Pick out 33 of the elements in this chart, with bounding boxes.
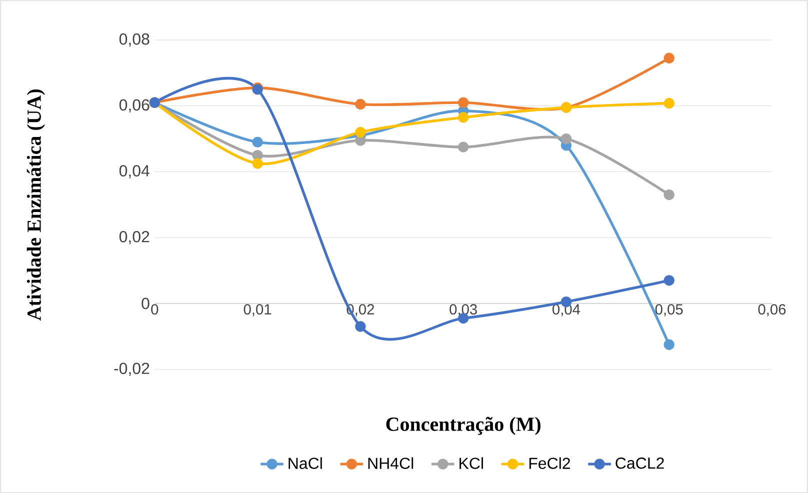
point <box>355 126 366 138</box>
point <box>355 98 366 110</box>
legend-label: NaCl <box>288 457 322 469</box>
point <box>664 339 674 350</box>
point <box>664 52 674 64</box>
point <box>664 189 674 200</box>
point <box>458 97 469 108</box>
x-tick-label: 0,03 <box>450 304 477 316</box>
y-tick-label: 0,02 <box>119 230 150 244</box>
point <box>458 112 469 123</box>
x-tick-label: 0,06 <box>758 304 786 316</box>
x-axis-title: Concentração (M) <box>386 416 540 435</box>
y-tick-label: 0,08 <box>119 33 150 46</box>
point <box>355 134 366 146</box>
point <box>664 274 674 286</box>
y-tick-label: -0,02 <box>114 362 150 376</box>
x-tick-label: 0 <box>151 304 158 314</box>
legend-label: KCl <box>460 457 483 469</box>
point <box>664 98 674 108</box>
legend-label: CaCL2 <box>616 457 664 469</box>
x-tick-label: 0,05 <box>655 304 683 316</box>
point <box>252 136 263 148</box>
x-tick-label: 0,01 <box>244 304 272 316</box>
point <box>560 133 572 144</box>
point <box>355 321 366 332</box>
y-tick-label: 0,04 <box>119 164 150 178</box>
point <box>252 150 263 160</box>
point <box>252 158 263 169</box>
y-tick-label: 0,06 <box>119 99 150 112</box>
legend-label: FeCl2 <box>529 457 570 469</box>
point <box>458 142 469 152</box>
legend-label: NH4Cl <box>368 457 414 469</box>
y-axis-title: Atividade Enzimática (UA) <box>26 89 46 320</box>
